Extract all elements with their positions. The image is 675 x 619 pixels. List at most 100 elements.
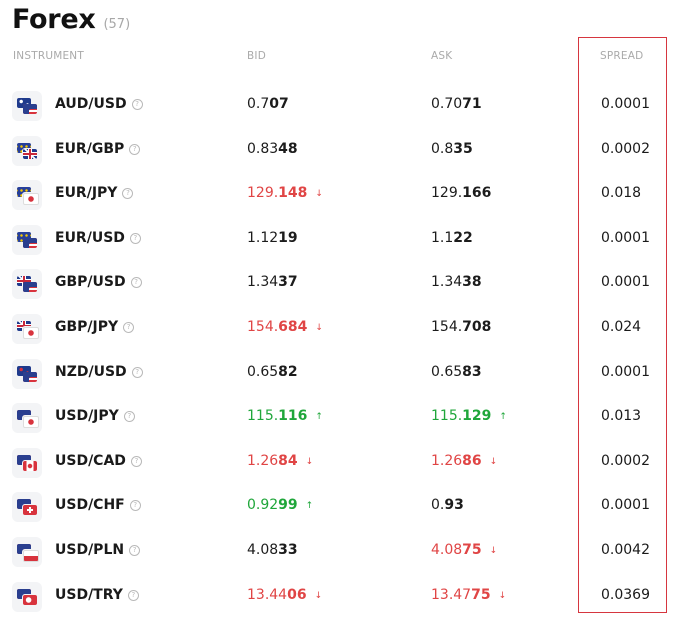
arrow-down-icon: ↓	[315, 189, 323, 200]
ask-price-pips: 166	[462, 185, 492, 202]
info-icon[interactable]: ?	[129, 232, 141, 244]
bid-price-base: 0.7	[247, 96, 270, 112]
table-row[interactable]: USD/CHF? 0.9299 ↑ 0.93 0.0001	[0, 485, 675, 529]
bid-price: 0.9299 ↑	[247, 497, 313, 513]
bid-price-base: 0.65	[247, 363, 279, 380]
instrument-label: USD/PLN	[55, 542, 125, 558]
info-icon[interactable]: ?	[130, 277, 142, 289]
instrument-name[interactable]: USD/JPY?	[55, 408, 135, 424]
currency-flags-icon	[12, 135, 42, 166]
instrument-label: AUD/USD	[55, 96, 127, 112]
info-icon[interactable]: ?	[131, 99, 143, 110]
instrument-name[interactable]: USD/PLN?	[55, 542, 141, 558]
info-icon[interactable]: ?	[129, 500, 141, 512]
instrument-label: GBP/JPY	[55, 319, 119, 335]
bid-price: 115.116 ↑	[247, 408, 323, 424]
instrument-label: USD/TRY	[55, 586, 123, 603]
info-icon[interactable]: ?	[130, 455, 142, 467]
instrument-name[interactable]: USD/CAD?	[55, 453, 142, 469]
ask-price-pips: 86	[462, 452, 482, 469]
currency-flags-icon	[12, 581, 42, 612]
ask-price: 154.708	[431, 319, 491, 335]
ask-price-pips: 93	[444, 497, 464, 514]
table-row[interactable]: USD/CAD? 1.2684 ↓ 1.2686 ↓ 0.0002	[0, 441, 675, 485]
ask-price-pips: 708	[462, 319, 492, 335]
table-row[interactable]: USD/PLN? 4.0833 4.0875 ↓ 0.0042	[0, 530, 675, 574]
bid-price-pips: 06	[287, 586, 307, 603]
instrument-name[interactable]: EUR/GBP?	[55, 140, 141, 157]
ask-price-base: 1.1	[431, 229, 454, 246]
spread-value: 0.0042	[601, 542, 650, 558]
ask-price: 0.835	[431, 141, 473, 157]
instrument-label: EUR/GBP	[55, 140, 125, 157]
instrument-name[interactable]: NZD/USD?	[55, 364, 143, 380]
info-icon[interactable]: ?	[122, 188, 134, 200]
arrow-down-icon: ↓	[489, 546, 498, 556]
table-row[interactable]: GBP/JPY? 154.684 ↓ 154.708 0.024	[0, 307, 675, 351]
spread-value: 0.0001	[601, 363, 650, 380]
flag-nz-icon	[17, 365, 31, 376]
flag-gb-icon	[23, 148, 37, 159]
instrument-name[interactable]: EUR/USD?	[55, 230, 141, 246]
currency-flags-icon	[12, 358, 42, 389]
ask-price-base: 115.	[431, 408, 463, 425]
info-icon[interactable]: ?	[131, 366, 143, 378]
ask-price-pips: 83	[462, 363, 482, 380]
info-icon[interactable]: ?	[127, 589, 139, 601]
page-header: Forex (57)	[12, 4, 130, 38]
currency-flags-icon	[12, 447, 42, 478]
info-icon[interactable]: ?	[123, 411, 135, 423]
ask-price-base: 0.65	[431, 363, 463, 380]
table-row[interactable]: EUR/USD? 1.1219 1.122 0.0001	[0, 218, 675, 262]
spread-value: 0.013	[601, 408, 642, 425]
ask-price: 1.3438	[431, 274, 482, 290]
bid-price-base: 1.34	[247, 274, 279, 291]
instrument-name[interactable]: GBP/JPY?	[55, 319, 135, 335]
table-row[interactable]: USD/JPY? 115.116 ↑ 115.129 ↑ 0.013	[0, 396, 675, 440]
instrument-name[interactable]: USD/TRY?	[55, 587, 139, 603]
table-row[interactable]: AUD/USD? 0.707 0.7071 0.0001	[0, 84, 675, 128]
bid-price-pips: 37	[278, 274, 298, 291]
flag-pl-icon	[23, 550, 39, 562]
spread-value: 0.0001	[601, 96, 650, 112]
instrument-label: GBP/USD	[55, 274, 126, 291]
info-icon[interactable]: ?	[129, 545, 141, 556]
column-header-instrument[interactable]: INSTRUMENT	[13, 50, 84, 62]
info-icon[interactable]: ?	[129, 143, 141, 155]
currency-flags-icon	[12, 492, 42, 523]
instrument-label: USD/CHF	[55, 497, 125, 514]
instrument-name[interactable]: USD/CHF?	[55, 497, 141, 513]
spread-value: 0.0001	[601, 274, 650, 291]
bid-price-pips: 148	[278, 185, 308, 202]
bid-price-pips: 82	[278, 363, 298, 380]
bid-price-base: 1.12	[247, 229, 279, 246]
info-icon[interactable]: ?	[123, 322, 135, 333]
instrument-label: NZD/USD	[55, 363, 127, 380]
instrument-label: EUR/JPY	[55, 185, 118, 202]
instrument-name[interactable]: EUR/JPY?	[55, 185, 134, 202]
column-header-spread[interactable]: SPREAD	[600, 50, 644, 62]
flag-jp-icon	[23, 327, 39, 339]
bid-price-base: 4.08	[247, 542, 279, 558]
ask-price: 0.6583	[431, 364, 482, 380]
ask-price-base: 129.	[431, 185, 463, 202]
flag-us-icon	[23, 237, 37, 248]
bid-price-pips: 07	[269, 96, 289, 112]
bid-price-base: 1.26	[247, 452, 279, 469]
table-row[interactable]: GBP/USD? 1.3437 1.3438 0.0001	[0, 262, 675, 306]
ask-price-base: 1.26	[431, 452, 463, 469]
flag-eu-icon	[17, 231, 31, 242]
ask-price-base: 0.	[431, 497, 445, 514]
instrument-name[interactable]: AUD/USD?	[55, 96, 143, 112]
table-row[interactable]: NZD/USD? 0.6582 0.6583 0.0001	[0, 352, 675, 396]
spread-value: 0.018	[601, 185, 642, 202]
table-row[interactable]: EUR/GBP? 0.8348 0.835 0.0002	[0, 129, 675, 173]
instrument-name[interactable]: GBP/USD?	[55, 274, 142, 290]
ask-price: 1.122	[431, 230, 473, 246]
table-row[interactable]: EUR/JPY? 129.148 ↓ 129.166 0.018	[0, 173, 675, 217]
table-row[interactable]: USD/TRY? 13.4406 ↓ 13.4775 ↓ 0.0369	[0, 575, 675, 619]
column-header-ask[interactable]: ASK	[431, 50, 453, 62]
ask-price-base: 4.08	[431, 542, 463, 558]
bid-price-base: 129.	[247, 185, 279, 202]
column-header-bid[interactable]: BID	[247, 50, 266, 62]
